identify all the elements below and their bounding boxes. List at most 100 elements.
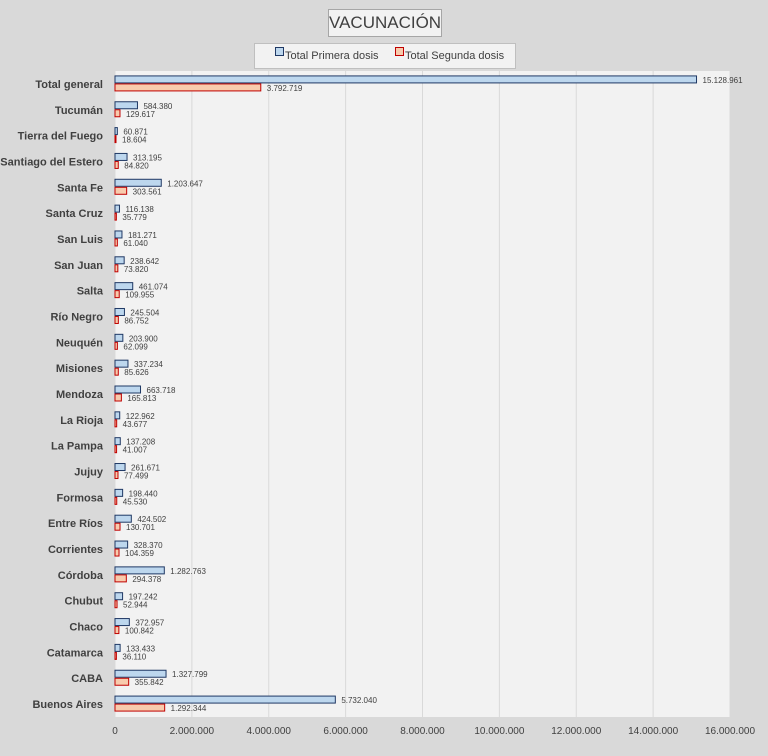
bar-primera bbox=[114, 152, 128, 161]
data-label: 41.007 bbox=[123, 446, 148, 455]
category-label: Córdoba bbox=[58, 570, 104, 582]
data-label: 130.701 bbox=[126, 523, 155, 532]
data-label: 45.530 bbox=[123, 497, 148, 506]
data-label: 1.203.647 bbox=[167, 179, 203, 188]
x-tick-label: 0 bbox=[112, 726, 118, 737]
category-label: Chubut bbox=[65, 596, 104, 608]
data-label: 100.842 bbox=[125, 627, 154, 636]
bar-segunda bbox=[114, 160, 119, 169]
bar-segunda bbox=[114, 600, 118, 609]
data-label: 15.128.961 bbox=[703, 76, 744, 85]
category-label: La Rioja bbox=[60, 415, 104, 427]
bar-segunda bbox=[114, 135, 117, 144]
bar-primera bbox=[114, 307, 125, 316]
bar-primera bbox=[114, 411, 121, 420]
data-label: 73.820 bbox=[124, 265, 149, 274]
x-tick-label: 10.000.000 bbox=[474, 726, 524, 737]
category-label: Mendoza bbox=[56, 389, 104, 401]
category-label: Corrientes bbox=[48, 544, 103, 556]
bar-segunda bbox=[114, 651, 117, 660]
legend-swatch-primera bbox=[275, 47, 284, 56]
bar-primera bbox=[114, 75, 698, 84]
x-tick-label: 4.000.000 bbox=[247, 726, 292, 737]
data-label: 355.842 bbox=[135, 678, 164, 687]
data-label: 165.813 bbox=[127, 394, 156, 403]
bar-primera bbox=[114, 359, 129, 368]
data-label: 3.792.719 bbox=[267, 84, 303, 93]
data-label: 116.138 bbox=[125, 205, 154, 214]
x-tick-label: 14.000.000 bbox=[628, 726, 678, 737]
data-label: 337.234 bbox=[134, 360, 163, 369]
category-label: Formosa bbox=[57, 492, 104, 504]
category-label: Santiago del Estero bbox=[0, 156, 103, 168]
data-label: 245.504 bbox=[130, 308, 159, 317]
bar-segunda bbox=[114, 574, 127, 583]
bar-primera bbox=[114, 333, 124, 342]
data-label: 261.671 bbox=[131, 464, 160, 473]
category-label: Chaco bbox=[69, 622, 103, 634]
bar-segunda bbox=[114, 238, 118, 247]
data-label: 86.752 bbox=[124, 316, 149, 325]
data-label: 303.561 bbox=[133, 187, 162, 196]
bar-primera bbox=[114, 230, 123, 239]
data-label: 133.433 bbox=[126, 644, 155, 653]
bar-segunda bbox=[114, 548, 120, 557]
bar-primera bbox=[114, 437, 121, 446]
category-label: Jujuy bbox=[74, 467, 104, 479]
data-label: 62.099 bbox=[123, 342, 148, 351]
bar-segunda bbox=[114, 341, 118, 350]
category-label: Tucumán bbox=[55, 105, 103, 117]
bar-segunda bbox=[114, 522, 121, 531]
bar-primera bbox=[114, 127, 118, 136]
data-label: 197.242 bbox=[129, 593, 158, 602]
data-label: 328.370 bbox=[134, 541, 163, 550]
bar-segunda bbox=[114, 186, 128, 195]
bar-segunda bbox=[114, 212, 117, 221]
bar-primera bbox=[114, 178, 162, 187]
bar-segunda bbox=[114, 367, 119, 376]
category-label: Neuquén bbox=[56, 337, 103, 349]
category-label: San Juan bbox=[54, 260, 103, 272]
data-label: 122.962 bbox=[126, 412, 155, 421]
data-label: 203.900 bbox=[129, 334, 158, 343]
x-tick-label: 12.000.000 bbox=[551, 726, 601, 737]
data-label: 77.499 bbox=[124, 472, 149, 481]
data-label: 52.944 bbox=[123, 601, 148, 610]
data-label: 109.955 bbox=[125, 291, 154, 300]
bar-segunda bbox=[114, 315, 119, 324]
data-label: 313.195 bbox=[133, 153, 162, 162]
bar-primera bbox=[114, 488, 124, 497]
bar-primera bbox=[114, 463, 126, 472]
legend-label-segunda: Total Segunda dosis bbox=[405, 50, 505, 62]
data-label: 129.617 bbox=[126, 110, 155, 119]
data-label: 84.820 bbox=[124, 161, 149, 170]
category-label: Tierra del Fuego bbox=[18, 131, 104, 143]
legend-label-primera: Total Primera dosis bbox=[285, 50, 379, 62]
x-tick-label: 6.000.000 bbox=[323, 726, 368, 737]
bar-segunda bbox=[114, 393, 122, 402]
x-tick-label: 16.000.000 bbox=[705, 726, 755, 737]
data-label: 294.378 bbox=[132, 575, 161, 584]
chart-title: VACUNACIÓN bbox=[328, 9, 442, 37]
bar-primera bbox=[114, 695, 336, 704]
x-tick-label: 8.000.000 bbox=[400, 726, 445, 737]
bar-segunda bbox=[114, 290, 120, 299]
category-label: Buenos Aires bbox=[32, 699, 103, 711]
legend-swatch-segunda bbox=[395, 47, 404, 56]
data-label: 18.604 bbox=[122, 136, 147, 145]
bar-primera bbox=[114, 282, 134, 291]
bar-segunda bbox=[114, 703, 166, 712]
bar-primera bbox=[114, 385, 142, 394]
data-label: 35.779 bbox=[122, 213, 147, 222]
data-label: 461.074 bbox=[139, 283, 168, 292]
category-label: Santa Cruz bbox=[46, 208, 104, 220]
data-label: 85.626 bbox=[124, 368, 149, 377]
bar-primera bbox=[114, 669, 167, 678]
bar-segunda bbox=[114, 677, 130, 686]
data-label: 663.718 bbox=[147, 386, 176, 395]
category-label: Santa Fe bbox=[57, 182, 103, 194]
data-label: 238.642 bbox=[130, 257, 159, 266]
category-label: Entre Ríos bbox=[48, 518, 103, 530]
bar-primera bbox=[114, 101, 138, 110]
